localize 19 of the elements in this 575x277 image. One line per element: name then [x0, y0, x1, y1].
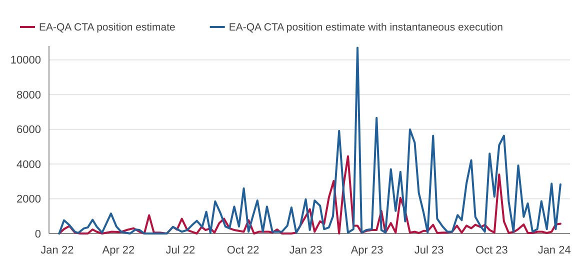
x-tick-label: Jul 22	[166, 244, 196, 256]
line-series	[58, 155, 562, 234]
y-tick-label: 10000	[10, 54, 41, 67]
x-tick-label: Jul 23	[414, 244, 444, 256]
legend-label: EA-QA CTA position estimate with instantaneous execution	[228, 22, 504, 34]
legend-label: EA-QA CTA position estimate	[39, 22, 176, 34]
x-tick-label: Jan 22	[40, 244, 74, 256]
x-tick-label: Oct 22	[226, 244, 260, 256]
x-tick-label: Apr 22	[102, 244, 135, 256]
x-tick-label: Jan 23	[289, 244, 322, 256]
x-tick-label: Apr 23	[350, 244, 384, 256]
y-tick-label: 8000	[16, 89, 41, 102]
y-tick-label: 4000	[16, 158, 41, 171]
y-tick-label: 0	[34, 228, 41, 240]
y-tick-label: 2000	[16, 194, 41, 206]
y-tick-label: 6000	[16, 124, 41, 136]
line-series	[58, 46, 562, 234]
x-tick-label: Jan 24	[538, 244, 571, 256]
x-tick-label: Oct 23	[475, 244, 508, 256]
